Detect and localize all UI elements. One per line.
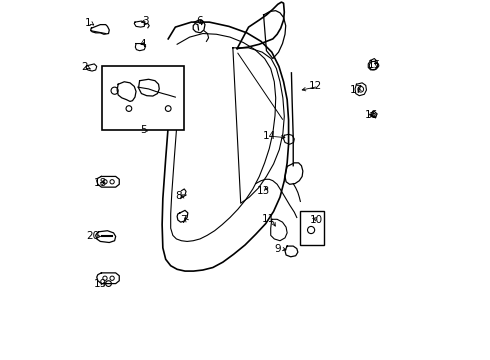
Text: 1: 1 bbox=[84, 18, 91, 28]
Text: 8: 8 bbox=[175, 191, 182, 201]
Text: 4: 4 bbox=[140, 39, 147, 49]
Text: 2: 2 bbox=[82, 63, 88, 72]
Text: 16: 16 bbox=[365, 110, 378, 120]
Text: 6: 6 bbox=[196, 16, 202, 26]
Text: 17: 17 bbox=[350, 85, 363, 95]
Text: 18: 18 bbox=[94, 178, 107, 188]
Text: 13: 13 bbox=[257, 186, 270, 197]
Text: 14: 14 bbox=[263, 131, 276, 141]
Bar bbox=[102, 66, 184, 130]
Text: 19: 19 bbox=[94, 279, 107, 289]
Text: 15: 15 bbox=[368, 60, 381, 70]
Text: 20: 20 bbox=[87, 231, 100, 242]
Text: 10: 10 bbox=[310, 215, 323, 225]
Text: 7: 7 bbox=[180, 215, 187, 225]
Text: 11: 11 bbox=[262, 214, 275, 224]
Text: 5: 5 bbox=[140, 125, 147, 135]
Bar bbox=[300, 211, 323, 245]
Text: 9: 9 bbox=[274, 244, 281, 253]
Text: 12: 12 bbox=[309, 81, 322, 91]
Text: 3: 3 bbox=[142, 16, 148, 26]
